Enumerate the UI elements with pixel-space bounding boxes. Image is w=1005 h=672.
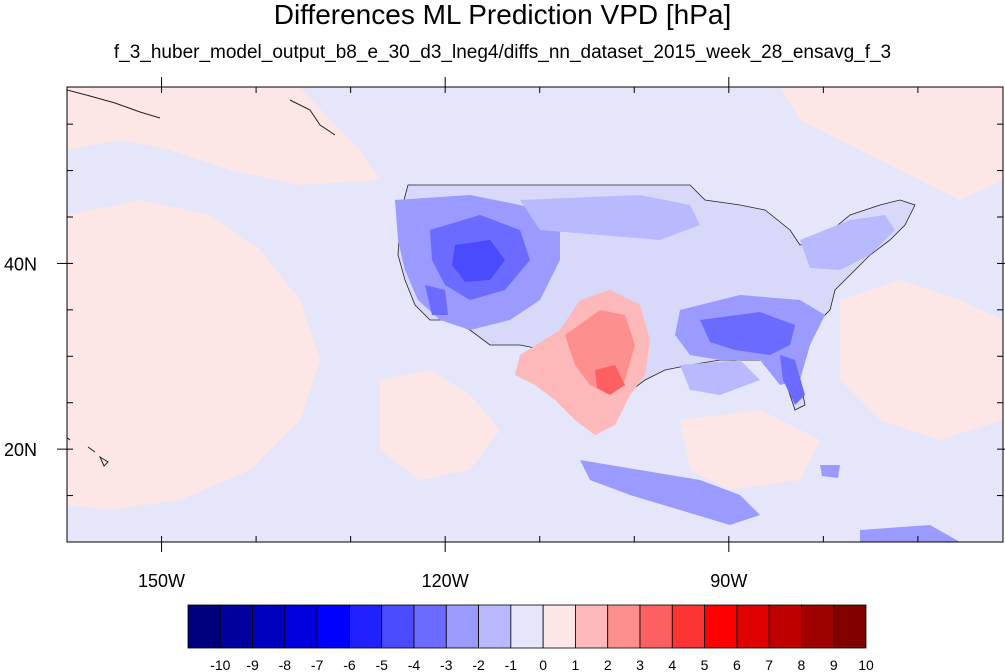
- colorbar-swatch: [671, 604, 705, 649]
- colorbar-label: -9: [246, 657, 259, 672]
- colorbar-swatch: [542, 604, 576, 649]
- colorbar: -10 -9 -8 -7 -6 -5 -4 -3 -2 -1 0 1 2 3 4 5 6 7 8 9 10: [187, 604, 874, 672]
- colorbar-swatch: [801, 604, 835, 649]
- colorbar-label: 1: [572, 657, 580, 672]
- colorbar-swatch: [607, 604, 641, 649]
- colorbar-label: 9: [830, 657, 838, 672]
- alaska-coastline: [67, 89, 336, 136]
- negative-region-mexico: [580, 460, 760, 525]
- colorbar-label: 4: [668, 657, 676, 672]
- positive-region-pacific-s: [380, 370, 500, 480]
- colorbar-swatch: [349, 604, 383, 649]
- positive-region-atlantic: [840, 280, 1003, 440]
- colorbar-swatch: [478, 604, 512, 649]
- colorbar-swatch: [252, 604, 286, 649]
- colorbar-swatch: [768, 604, 802, 649]
- page-title: Differences ML Prediction VPD [hPa]: [273, 0, 732, 30]
- colorbar-label: 10: [858, 657, 874, 672]
- hawaii-islands: [67, 437, 109, 467]
- colorbar-swatch: [187, 604, 221, 649]
- colorbar-label: -7: [311, 657, 324, 672]
- colorbar-swatch: [736, 604, 770, 649]
- colorbar-label: 3: [636, 657, 644, 672]
- colorbar-label: 0: [539, 657, 547, 672]
- colorbar-label: 2: [604, 657, 612, 672]
- y-tick-label: 40N: [4, 254, 37, 274]
- negative-region-gulf: [680, 360, 760, 395]
- positive-region-pacific-mid: [67, 200, 320, 510]
- colorbar-swatch: [704, 604, 738, 649]
- colorbar-label: -4: [408, 657, 421, 672]
- colorbar-swatch: [316, 604, 350, 649]
- axis-ticks: 150W 120W 90W 40N 20N: [4, 77, 1005, 591]
- positive-region-north-atlantic: [780, 87, 1003, 200]
- colorbar-label: -5: [375, 657, 388, 672]
- colorbar-label: -1: [505, 657, 518, 672]
- negative-region-southeast-core: [700, 312, 795, 355]
- colorbar-label: -6: [343, 657, 356, 672]
- negative-region-north-plains: [520, 195, 700, 240]
- page-subtitle: f_3_huber_model_output_b8_e_30_d3_lneg4/…: [113, 42, 892, 63]
- colorbar-swatch: [413, 604, 447, 649]
- colorbar-label: 7: [765, 657, 773, 672]
- negative-region-cuba: [820, 465, 840, 478]
- colorbar-swatch: [639, 604, 673, 649]
- x-tick-label: 120W: [422, 571, 469, 591]
- contour-fields: [67, 87, 1003, 542]
- colorbar-label: -2: [472, 657, 485, 672]
- colorbar-label: -10: [210, 657, 230, 672]
- colorbar-label: 8: [798, 657, 806, 672]
- negative-region-northeast: [800, 215, 895, 270]
- colorbar-swatch: [381, 604, 415, 649]
- colorbar-label: -3: [440, 657, 453, 672]
- negative-region-west-peak: [452, 240, 505, 282]
- positive-region-caribbean: [680, 410, 820, 490]
- x-tick-label: 90W: [710, 571, 747, 591]
- negative-region-florida: [780, 355, 805, 405]
- map-frame: [66, 86, 1004, 543]
- negative-region-ca-coast: [425, 285, 448, 315]
- positive-region-texas-peak: [595, 365, 625, 395]
- colorbar-label: 6: [733, 657, 741, 672]
- colorbar-swatch: [445, 604, 479, 649]
- colorbar-swatch: [284, 604, 318, 649]
- y-tick-label: 20N: [4, 440, 37, 460]
- colorbar-swatch: [219, 604, 253, 649]
- x-tick-label: 150W: [138, 571, 185, 591]
- colorbar-swatch: [575, 604, 609, 649]
- colorbar-swatch: [510, 604, 544, 649]
- colorbar-swatch: [833, 604, 867, 649]
- colorbar-label: -8: [279, 657, 292, 672]
- colorbar-label: 5: [701, 657, 709, 672]
- negative-region-south-edge: [860, 525, 960, 542]
- positive-region-pacific-nw: [67, 87, 380, 185]
